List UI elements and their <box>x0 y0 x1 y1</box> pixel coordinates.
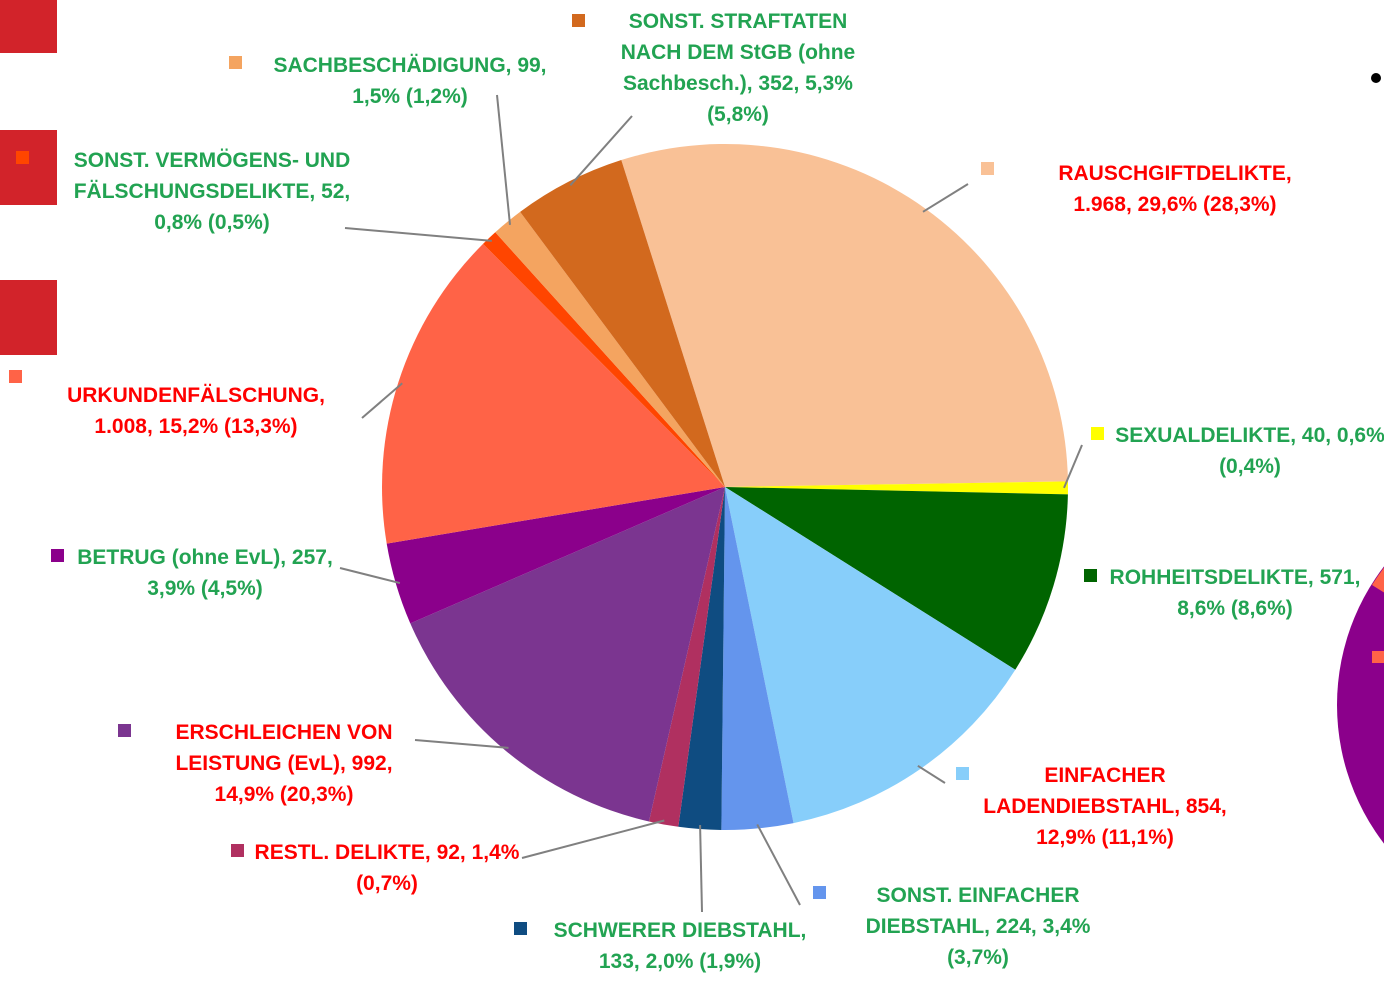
legend-swatch <box>231 844 244 857</box>
legend-swatch <box>572 14 585 27</box>
legend-swatch <box>118 724 131 737</box>
slice-label-name: RAUSCHGIFTDELIKTE, <box>1058 162 1292 185</box>
legend-swatch <box>1091 427 1104 440</box>
decor-block <box>0 280 57 355</box>
pie-slice <box>483 232 725 487</box>
leader-line <box>344 227 492 242</box>
slice-label: SONST. VERMÖGENS- UND FÄLSCHUNGSDELIKTE,… <box>65 145 360 238</box>
slice-label-value: 571, 8,6% (8,6%) <box>1177 566 1361 620</box>
leader-line <box>496 94 511 225</box>
legend-swatch <box>981 162 994 175</box>
legend-swatch <box>16 151 29 164</box>
leader-line <box>414 739 509 749</box>
pie-slice <box>381 243 725 544</box>
pie-slice <box>495 211 725 488</box>
slice-label-value: 52, 0,8% (0,5%) <box>154 180 351 234</box>
decor-block <box>0 130 57 205</box>
pie-slice <box>678 487 725 830</box>
slice-label-name: RESTL. DELIKTE, <box>254 841 431 864</box>
leader-line <box>699 825 703 913</box>
pie-slice <box>520 160 725 487</box>
leader-line <box>361 382 403 419</box>
leader-line <box>521 819 665 859</box>
leader-line <box>569 115 633 186</box>
pie-slice <box>648 487 725 827</box>
slice-label-value: 133, 2,0% (1,9%) <box>598 950 762 973</box>
bullet <box>1371 73 1381 83</box>
slice-label: SACHBESCHÄDIGUNG, 99, 1,5% (1,2%) <box>263 50 558 112</box>
slice-label-name: SONST. EINFACHER DIEBSTAHL, <box>865 884 1080 938</box>
leader-line <box>917 764 946 784</box>
partial-pie <box>1337 566 1384 844</box>
pie-slice <box>410 487 725 822</box>
slice-label-name: URKUNDENFÄLSCHUNG, <box>67 384 325 407</box>
slice-label: ROHHEITSDELIKTE, 571, 8,6% (8,6%) <box>1105 562 1365 624</box>
slice-label-value: 854, 12,9% (11,1%) <box>1036 795 1227 849</box>
slice-label: RESTL. DELIKTE, 92, 1,4% (0,7%) <box>255 837 520 899</box>
slice-label-name: BETRUG (ohne EvL), <box>77 546 287 569</box>
legend-swatch <box>956 767 969 780</box>
slice-label: SEXUALDELIKTE, 40, 0,6% (0,4%) <box>1100 420 1384 482</box>
slice-label-value: 40, 0,6% (0,4%) <box>1219 424 1384 478</box>
legend-swatch <box>229 56 242 69</box>
legend-swatch <box>813 886 826 899</box>
slice-label-value: 99, 1,5% (1,2%) <box>352 54 547 108</box>
slice-label-value: 1.008, 15,2% (13,3%) <box>94 415 298 438</box>
pie-slice <box>725 481 1068 495</box>
legend-swatch <box>514 922 527 935</box>
slice-label: BETRUG (ohne EvL), 257, 3,9% (4,5%) <box>73 542 338 604</box>
slice-label-value: 224, 3,4% (3,7%) <box>947 915 1091 969</box>
slice-label-value: 1.968, 29,6% (28,3%) <box>1073 193 1277 216</box>
leader-line <box>922 183 969 213</box>
leader-line <box>339 567 401 585</box>
slice-label-name: ROHHEITSDELIKTE, <box>1109 566 1314 589</box>
slice-label-name: SEXUALDELIKTE, <box>1115 424 1297 447</box>
slice-label: SCHWERER DIEBSTAHL, 133, 2,0% (1,9%) <box>539 915 821 977</box>
leader-line <box>756 823 801 906</box>
legend-swatch <box>51 549 64 562</box>
decor-block <box>0 0 57 53</box>
slice-label: RAUSCHGIFTDELIKTE, 1.968, 29,6% (28,3%) <box>1030 158 1320 220</box>
slice-label-value: 352, 5,3% (5,8%) <box>707 72 853 126</box>
pie-slice <box>721 487 794 830</box>
slice-label: SONST. STRAFTATEN NACH DEM StGB (ohne Sa… <box>601 6 876 130</box>
leader-line <box>1063 444 1083 489</box>
slice-label-value: 92, 1,4% (0,7%) <box>356 841 520 895</box>
slice-label: SONST. EINFACHER DIEBSTAHL, 224, 3,4% (3… <box>836 880 1121 973</box>
pie-slice <box>386 487 725 624</box>
slice-label: ERSCHLEICHEN VON LEISTUNG (EvL), 992, 14… <box>147 717 422 810</box>
slice-label-name: SONST. VERMÖGENS- UND FÄLSCHUNGSDELIKTE, <box>73 149 351 203</box>
slice-label-value: 992, 14,9% (20,3%) <box>214 752 393 806</box>
slice-label: URKUNDENFÄLSCHUNG, 1.008, 15,2% (13,3%) <box>36 380 356 442</box>
pie-slice <box>621 143 1068 487</box>
pie-slice <box>725 487 1068 670</box>
slice-label-name: SACHBESCHÄDIGUNG, <box>273 54 512 77</box>
slice-label-name: SONST. STRAFTATEN NACH DEM StGB (ohne Sa… <box>620 10 856 95</box>
slice-label-value: 257, 3,9% (4,5%) <box>147 546 333 600</box>
legend-swatch <box>9 370 22 383</box>
slice-label-name: EINFACHER LADENDIEBSTAHL, <box>983 764 1181 818</box>
decor-swatch <box>1372 651 1384 663</box>
slice-label-name: SCHWERER DIEBSTAHL, <box>553 919 807 942</box>
slice-label-name: ERSCHLEICHEN VON LEISTUNG (EvL), <box>175 721 393 775</box>
slice-label: EINFACHER LADENDIEBSTAHL, 854, 12,9% (11… <box>983 760 1228 853</box>
pie-slice <box>725 487 1016 824</box>
partial-pie-slice <box>1372 567 1384 593</box>
legend-swatch <box>1084 569 1097 582</box>
